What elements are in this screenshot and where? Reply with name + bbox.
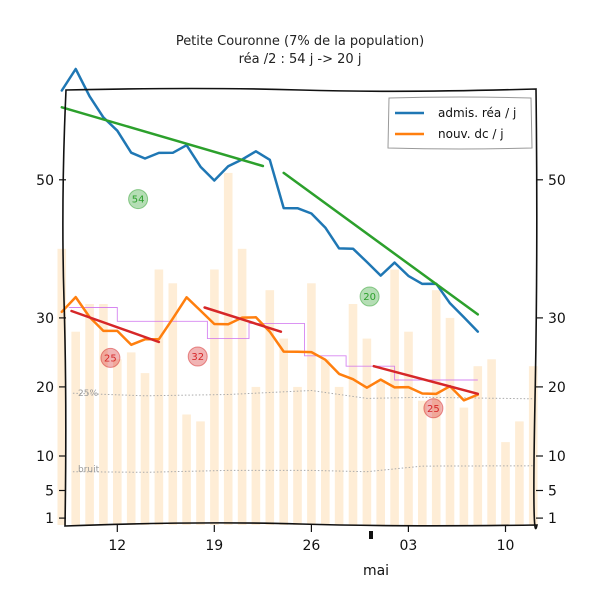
bar (168, 283, 178, 525)
trend-line (372, 364, 480, 396)
bar (404, 331, 413, 525)
bar (113, 359, 122, 525)
annotation-label: 54 (132, 195, 145, 206)
y-tick-label-left: 10 (36, 449, 54, 465)
legend-box (387, 96, 533, 150)
y-tick-label-left: 50 (36, 173, 54, 189)
annotation-badges: 54 20 25 32 25 (100, 189, 444, 419)
bar (528, 366, 538, 525)
y-tick-label-right: 5 (548, 484, 557, 500)
series-line-deaths (60, 295, 480, 402)
annotation-badge (128, 189, 149, 210)
plateau-lines (68, 307, 478, 381)
bar (334, 386, 344, 525)
bar (196, 421, 205, 525)
trend-line (60, 106, 265, 168)
y-tick-label-left: 20 (36, 380, 54, 396)
bar (251, 386, 261, 525)
axes: 1 1 5 5 10 10 20 20 30 30 50 50 12 19 26 03 10 (36, 173, 566, 554)
bar (501, 442, 510, 525)
legend: admis. réa / j nouv. dc / j (387, 96, 533, 150)
bar (223, 172, 233, 525)
y-tick-label-right: 1 (548, 511, 557, 527)
annotation-badge (359, 286, 380, 307)
plot-frame (62, 87, 538, 530)
bar (321, 359, 330, 525)
bar (418, 400, 427, 525)
series-lines (60, 67, 480, 402)
chart-subtitle: réa /2 : 54 j -> 20 j (239, 52, 362, 67)
threshold-label-p25: 25% (78, 389, 98, 399)
x-tick-label: 03 (399, 538, 417, 554)
bar (473, 366, 483, 525)
x-tick-label: 26 (302, 538, 320, 554)
bar (515, 421, 524, 525)
bar (140, 373, 150, 525)
bar (487, 359, 496, 525)
y-tick-label-right: 20 (548, 380, 566, 396)
x-tick-label: 12 (108, 538, 126, 554)
bar (307, 283, 316, 525)
x-tick-label: 19 (205, 538, 223, 554)
bar (99, 304, 108, 525)
x-tick-label: 10 (497, 538, 515, 554)
bar (431, 290, 441, 525)
trend-line (203, 306, 283, 333)
bar (362, 338, 372, 525)
threshold-noise-line (72, 465, 534, 473)
bars-layer (57, 172, 538, 526)
y-tick-label-right: 50 (548, 173, 566, 189)
trend-line (282, 171, 480, 316)
bar (154, 269, 164, 525)
bar (237, 248, 247, 526)
y-tick-label-right: 10 (548, 449, 566, 465)
annotation-label: 20 (363, 292, 376, 303)
bar (85, 304, 94, 525)
annotation-label: 25 (104, 353, 117, 364)
annotation-badge (100, 347, 121, 368)
bar (390, 269, 399, 525)
trend-lines (60, 106, 480, 396)
bar (293, 386, 302, 525)
y-tick-label-left: 30 (36, 311, 54, 327)
bar (71, 331, 80, 525)
bar (348, 304, 358, 525)
threshold-p25-line (72, 389, 534, 400)
bar (279, 338, 288, 525)
bar (459, 407, 469, 525)
annotation-badge (423, 398, 444, 419)
x-axis-label: mai (363, 563, 389, 579)
legend-label-icu: admis. réa / j (438, 106, 516, 120)
bar (445, 317, 455, 525)
bar (376, 380, 385, 525)
y-tick-label-left: 1 (45, 511, 54, 527)
chart-title: Petite Couronne (7% de la population) (176, 34, 424, 49)
annotation-label: 32 (191, 352, 204, 363)
annotation-label: 25 (427, 404, 440, 415)
annotation-badge (187, 346, 208, 367)
legend-label-deaths: nouv. dc / j (438, 127, 504, 141)
y-tick-label-right: 30 (548, 311, 566, 327)
trend-line (70, 309, 161, 344)
threshold-label-noise: bruit (78, 465, 100, 475)
threshold-lines (72, 389, 534, 473)
bar (265, 290, 275, 525)
bar (210, 269, 219, 525)
bar (126, 352, 136, 525)
y-tick-label-left: 5 (45, 484, 54, 500)
month-marker (369, 531, 373, 539)
plateau-line (68, 307, 478, 381)
bar (182, 414, 191, 525)
series-line-icu (60, 67, 480, 333)
